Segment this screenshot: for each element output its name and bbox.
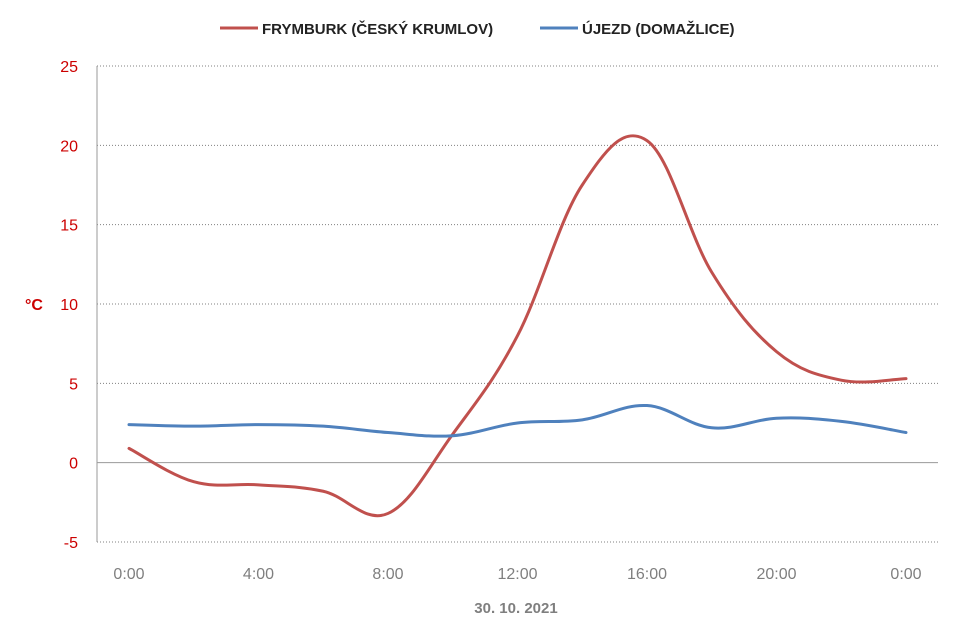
y-tick-label: 0 xyxy=(69,456,78,473)
x-tick-label: 12:00 xyxy=(497,566,537,583)
x-tick-label: 16:00 xyxy=(627,566,667,583)
series-line-frymburk xyxy=(127,134,908,518)
y-tick-label: -5 xyxy=(64,535,78,552)
series-line-ujezd xyxy=(127,404,908,438)
x-tick-labels: 0:00 4:00 8:00 12:00 16:00 20:00 0:00 xyxy=(113,566,921,583)
legend-label-frymburk: FRYMBURK (ČESKÝ KRUMLOV) xyxy=(262,20,493,38)
y-tick-label: 15 xyxy=(60,218,78,235)
y-tick-label: 10 xyxy=(60,297,78,314)
x-tick-label: 0:00 xyxy=(113,566,144,583)
x-axis-label: 30. 10. 2021 xyxy=(474,600,557,617)
series-lines xyxy=(127,134,908,518)
x-tick-label: 20:00 xyxy=(756,566,796,583)
x-tick-label: 8:00 xyxy=(372,566,403,583)
y-tick-label: 25 xyxy=(60,59,78,76)
x-tick-label: 0:00 xyxy=(890,566,921,583)
axes xyxy=(96,66,938,542)
gridlines xyxy=(97,65,938,543)
y-tick-label: 20 xyxy=(60,138,78,155)
legend: FRYMBURK (ČESKÝ KRUMLOV) ÚJEZD (DOMAŽLIC… xyxy=(220,20,735,38)
x-tick-label: 4:00 xyxy=(243,566,274,583)
y-axis-label: °C xyxy=(25,297,43,314)
y-tick-labels: -5 0 5 10 15 20 25 xyxy=(60,59,78,552)
legend-label-ujezd: ÚJEZD (DOMAŽLICE) xyxy=(582,20,735,38)
y-tick-label: 5 xyxy=(69,376,78,393)
